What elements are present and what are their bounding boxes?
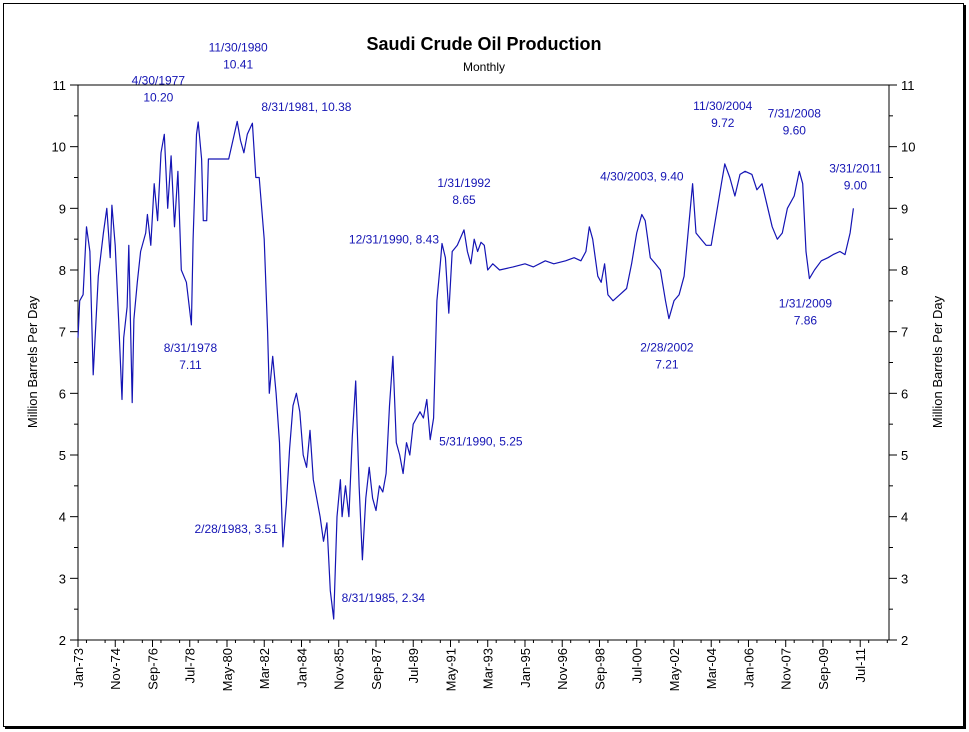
chart-subtitle: Monthly: [463, 60, 505, 74]
y-tick-label: 11: [53, 78, 67, 93]
y-tick-label: 6: [59, 386, 66, 401]
x-tick-label: Sep-98: [592, 648, 607, 690]
y-tick-label-right: 11: [901, 78, 915, 93]
x-tick-label: May-02: [667, 648, 682, 691]
y-axis-left: 2 3 4 5 6 7 8 9 10 11: [52, 78, 78, 648]
y-tick-label: 7: [59, 325, 66, 340]
y-tick-label: 9: [59, 201, 66, 216]
y-tick-label-right: 9: [901, 201, 908, 216]
y-tick-label-right: 10: [901, 140, 915, 155]
y-tick-label: 2: [59, 633, 66, 648]
x-tick-label: May-80: [220, 648, 235, 691]
annotation-label: 7/31/2008 9.60: [768, 106, 822, 137]
annotation-label: 12/31/1990, 8.43: [349, 232, 439, 246]
y-tick-label: 10: [52, 140, 66, 155]
y-tick-label-right: 5: [901, 448, 908, 463]
annotation-label: 2/28/2002 7.21: [640, 341, 694, 372]
annotation-label: 5/31/1990, 5.25: [439, 435, 523, 449]
x-axis: Jan-73 Nov-74 Sep-76 Jul-78 May-80 Mar-82 Jan-…: [71, 640, 888, 691]
y-axis-title-left: Million Barrels Per Day: [25, 295, 40, 428]
x-tick-label: Nov-85: [332, 648, 347, 690]
y-axis-right: 2 3 4 5 6 7 8 9 10 11: [889, 78, 915, 648]
y-tick-label-right: 7: [901, 325, 908, 340]
y-axis-title-right: Million Barrels Per Day: [930, 295, 945, 428]
x-tick-label: Jan-73: [71, 648, 86, 688]
x-tick-label: Mar-93: [481, 648, 496, 689]
x-tick-label: Jan-06: [741, 648, 756, 688]
annotation-label: 11/30/1980 10.41: [209, 40, 268, 71]
x-tick-label: Jul-89: [406, 648, 421, 683]
annotation-label: 3/31/2011 9.00: [829, 161, 882, 192]
annotation-label: 2/28/1983, 3.51: [194, 522, 278, 536]
x-tick-label: Mar-82: [257, 648, 272, 689]
y-tick-label: 5: [59, 448, 66, 463]
x-tick-label: Nov-07: [779, 648, 794, 690]
x-tick-label: Jan-95: [518, 648, 533, 688]
annotation-label: 8/31/1985, 2.34: [342, 591, 426, 605]
annotations: 4/30/1977 10.20 11/30/1980 10.41 8/31/1981, …: [132, 40, 882, 605]
y-tick-label-right: 2: [901, 633, 908, 648]
x-tick-label: Nov-96: [555, 648, 570, 690]
chart-frame: [3, 3, 964, 727]
x-tick-label: Sep-87: [369, 648, 384, 690]
y-tick-label-right: 4: [901, 510, 908, 525]
series-line: [77, 120, 854, 620]
x-tick-label: Jan-84: [294, 648, 309, 688]
annotation-label: 8/31/1978 7.11: [164, 341, 218, 372]
x-tick-label: Mar-04: [704, 648, 719, 689]
x-tick-label: May-91: [443, 648, 458, 691]
annotation-label: 1/31/1992 8.65: [437, 176, 491, 207]
annotation-label: 8/31/1981, 10.38: [261, 100, 351, 114]
chart-title: Saudi Crude Oil Production: [366, 34, 601, 54]
y-tick-label: 8: [59, 263, 66, 278]
annotation-label: 1/31/2009 7.86: [779, 297, 833, 328]
y-tick-label-right: 6: [901, 386, 908, 401]
x-tick-label: Jul-78: [183, 648, 198, 683]
annotation-label: 4/30/1977 10.20: [132, 73, 186, 104]
y-tick-label-right: 8: [901, 263, 908, 278]
x-tick-label: Nov-74: [108, 648, 123, 690]
y-tick-label-right: 3: [901, 571, 908, 586]
y-tick-label: 4: [59, 510, 66, 525]
x-tick-label: Sep-76: [145, 648, 160, 690]
x-tick-label: Jul-11: [853, 648, 868, 682]
x-tick-label: Sep-09: [816, 648, 831, 690]
annotation-label: 11/30/2004 9.72: [693, 99, 752, 130]
y-tick-label: 3: [59, 571, 66, 586]
annotation-label: 4/30/2003, 9.40: [600, 170, 684, 184]
x-tick-label: Jul-00: [630, 648, 645, 683]
